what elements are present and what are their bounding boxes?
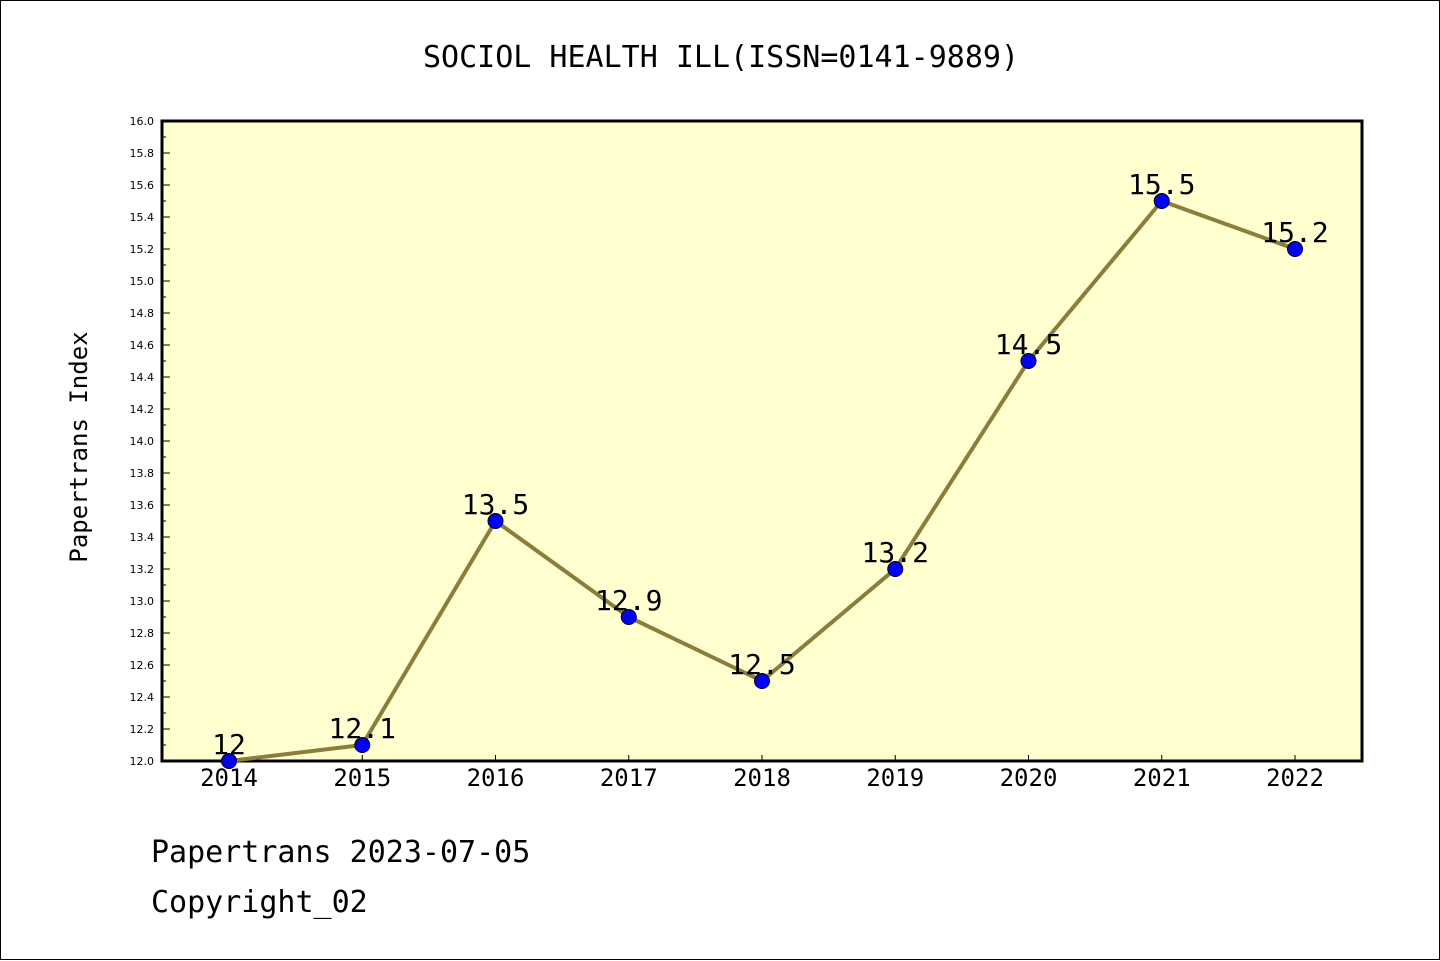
x-tick-label: 2019 [866,764,924,792]
x-tick-label: 2021 [1133,764,1191,792]
data-labels: 12 12.1 13.5 12.9 12.5 13.2 14.5 15.5 15.2 [212,168,1329,761]
data-label: 12.9 [595,584,662,617]
data-point [487,513,504,529]
x-tick-label: 2020 [1000,764,1058,792]
y-axis-ticks: 12.0 12.2 12.4 12.6 12.8 13.0 13.2 13.4 13.6 13.8… [130,115,170,768]
x-axis-ticks: 2014 2015 2016 2017 2018 2019 2020 2021 2022 [200,755,1324,792]
y-axis-label: Papertrans Index [65,331,93,562]
y-tick-label: 12.8 [130,627,155,640]
y-tick-label: 14.8 [130,307,155,320]
data-point [221,753,237,769]
x-tick-label: 2017 [600,764,658,792]
y-tick-label: 13.4 [130,531,155,544]
y-tick-label: 12.4 [130,691,155,704]
data-label: 12 [212,728,246,761]
data-label: 13.5 [462,488,529,521]
data-point [1153,193,1170,209]
data-label: 13.2 [862,536,929,569]
y-tick-label: 12.6 [130,659,155,672]
y-tick-label: 16.0 [130,115,155,128]
y-tick-label: 13.8 [130,467,155,480]
data-label: 15.5 [1128,168,1195,201]
y-tick-label: 12.0 [130,755,155,768]
y-tick-label: 13.6 [130,499,155,512]
data-label: 12.5 [728,648,795,681]
y-tick-label: 15.6 [130,179,155,192]
footer-date: Papertrans 2023-07-05 [151,835,531,870]
y-tick-label: 14.0 [130,435,155,448]
data-label: 15.2 [1261,216,1328,249]
chart-title: SOCIOL HEALTH ILL(ISSN=0141-9889) [423,40,1019,75]
data-point [887,561,904,577]
y-tick-label: 14.4 [130,371,155,384]
series-layer [221,193,1303,769]
y-tick-label: 14.6 [130,339,155,352]
y-tick-label: 15.0 [130,275,155,288]
x-tick-label: 2016 [467,764,525,792]
y-tick-label: 13.0 [130,595,155,608]
footer-copyright: Copyright_02 [151,885,368,920]
y-tick-label: 12.2 [130,723,155,736]
y-tick-label: 15.8 [130,147,155,160]
x-tick-label: 2018 [733,764,791,792]
data-point [1287,241,1303,257]
data-point [354,737,371,753]
x-tick-label: 2015 [333,764,391,792]
data-point [620,609,637,625]
data-label: 14.5 [995,328,1062,361]
y-tick-label: 15.4 [130,211,155,224]
y-tick-label: 14.2 [130,403,155,416]
y-tick-label: 13.2 [130,563,155,576]
data-label: 12.1 [329,712,396,745]
data-point [754,673,770,689]
x-tick-label: 2022 [1266,764,1324,792]
data-point [1020,353,1037,369]
y-tick-label: 15.2 [130,243,155,256]
plot-area [160,119,1364,763]
